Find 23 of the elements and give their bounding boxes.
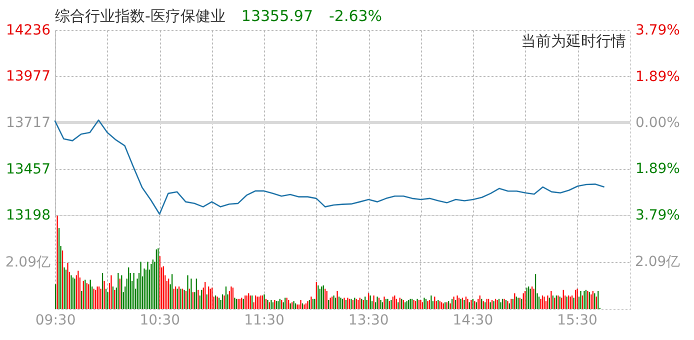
x-tick-label: 10:30 [140,312,180,328]
text: -2.63% [328,7,382,25]
x-tick-label: 11:30 [244,312,284,328]
y-tick-label: 13198 [6,208,50,224]
y-tick-label: 13717 [6,115,50,131]
text: 2.09亿 [635,254,680,270]
text: 13355.97 [241,7,313,25]
line-series [54,120,605,215]
y2-tick-label: 3.79% [636,22,680,38]
y2-tick-label: 1.89% [636,68,680,85]
y-tick-label: 13457 [6,161,50,178]
x-tick-label: 09:30 [35,312,76,328]
annotation: 当前为延时行情 [521,32,626,50]
x-tick-label: 14:30 [452,312,494,328]
chart-title: 综合行业指数-医疗保健业 [55,7,226,25]
y-tick-label: 2.09亿 [5,254,50,270]
x-tick-label: 15:30 [557,312,598,328]
x-tick-label: 13:30 [348,312,389,328]
y-tick-label: 13977 [6,68,50,85]
y2-tick-label: 3.79% [636,208,680,224]
y2-tick-label: 1.89% [636,161,680,178]
y2-tick-label: 0.00% [636,115,680,131]
y-tick-label: 14236 [6,22,51,38]
